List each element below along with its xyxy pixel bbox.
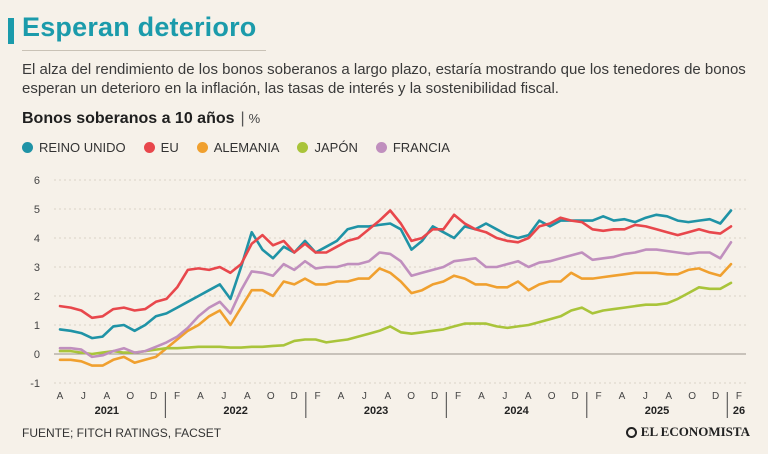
source-note: FUENTE; FITCH RATINGS, FACSET <box>22 426 222 440</box>
y-tick-label: 1 <box>34 320 40 332</box>
x-tick-label: D <box>571 391 578 402</box>
x-tick-label: O <box>267 391 275 402</box>
chart-legend: REINO UNIDO EU ALEMANIA JAPÓN FRANCIA <box>22 140 468 155</box>
title-divider <box>22 50 266 51</box>
year-label: 2025 <box>645 405 669 417</box>
x-tick-label: O <box>688 391 696 402</box>
legend-label-francia: FRANCIA <box>392 140 450 155</box>
x-tick-label: F <box>736 391 742 402</box>
legend-label-reino-unido: REINO UNIDO <box>39 140 126 155</box>
legend-label-alemania: ALEMANIA <box>213 140 280 155</box>
x-tick-label: O <box>407 391 415 402</box>
x-tick-label: A <box>384 391 391 402</box>
legend-item-alemania: ALEMANIA <box>196 140 280 155</box>
year-label: 2023 <box>364 405 388 417</box>
chart-title-text: Bonos soberanos a 10 años <box>22 110 235 127</box>
series-line-francia <box>58 241 733 359</box>
legend-label-eu: EU <box>160 140 179 155</box>
x-tick-label: F <box>174 391 180 402</box>
legend-dot-alemania <box>196 142 208 153</box>
y-tick-label: 6 <box>34 175 40 187</box>
x-tick-label: A <box>57 391 64 402</box>
y-tick-label: -1 <box>30 378 40 390</box>
x-tick-label: A <box>619 391 626 402</box>
x-tick-label: D <box>291 391 298 402</box>
chart-title: Bonos soberanos a 10 años |% <box>22 110 260 128</box>
y-tick-label: 4 <box>34 233 40 245</box>
legend-dot-francia <box>375 142 387 153</box>
x-tick-label: O <box>548 391 556 402</box>
x-tick-label: A <box>244 391 251 402</box>
y-tick-label: 2 <box>34 291 40 303</box>
legend-dot-eu <box>143 142 155 153</box>
x-tick-label: J <box>81 391 86 402</box>
y-tick-label: 0 <box>34 349 40 361</box>
year-label: 26 <box>733 405 745 417</box>
x-tick-label: F <box>595 391 601 402</box>
series-line-eu <box>58 209 733 320</box>
x-tick-label: F <box>314 391 320 402</box>
series-line-reino-unido <box>58 209 733 340</box>
x-tick-label: A <box>478 391 485 402</box>
legend-item-japon: JAPÓN <box>297 140 358 155</box>
series-line-alemania <box>58 262 733 367</box>
x-tick-label: D <box>712 391 719 402</box>
x-tick-label: J <box>362 391 367 402</box>
y-tick-label: 5 <box>34 204 40 216</box>
title-accent-bar <box>8 18 14 44</box>
x-tick-label: J <box>502 391 507 402</box>
x-tick-label: D <box>431 391 438 402</box>
y-tick-label: 3 <box>34 262 40 274</box>
brand-logo: EL ECONOMISTA <box>625 424 750 440</box>
legend-item-eu: EU <box>143 140 179 155</box>
legend-item-francia: FRANCIA <box>375 140 450 155</box>
legend-label-japon: JAPÓN <box>314 140 358 155</box>
x-tick-label: J <box>643 391 648 402</box>
page-subtitle: El alza del rendimiento de los bonos sob… <box>22 61 746 97</box>
brand-name: EL ECONOMISTA <box>640 424 750 439</box>
series-line-japon <box>58 281 733 356</box>
legend-dot-japon <box>297 142 309 153</box>
chart-unit: % <box>248 111 261 126</box>
year-label: 2022 <box>223 405 247 417</box>
year-label: 2024 <box>504 405 529 417</box>
x-tick-label: A <box>525 391 532 402</box>
brand-mark-icon <box>625 426 637 438</box>
x-tick-label: A <box>103 391 110 402</box>
x-tick-label: D <box>150 391 157 402</box>
year-label: 2021 <box>95 405 119 417</box>
x-tick-label: O <box>126 391 134 402</box>
x-tick-label: J <box>221 391 226 402</box>
x-tick-label: A <box>665 391 672 402</box>
page-title: Esperan deterioro <box>22 12 257 42</box>
x-tick-label: F <box>455 391 461 402</box>
legend-dot-reino-unido <box>22 142 33 153</box>
x-tick-label: A <box>197 391 204 402</box>
legend-item-reino-unido: REINO UNIDO <box>22 140 126 155</box>
chart-unit-separator: | <box>240 110 245 127</box>
x-tick-label: A <box>338 391 345 402</box>
